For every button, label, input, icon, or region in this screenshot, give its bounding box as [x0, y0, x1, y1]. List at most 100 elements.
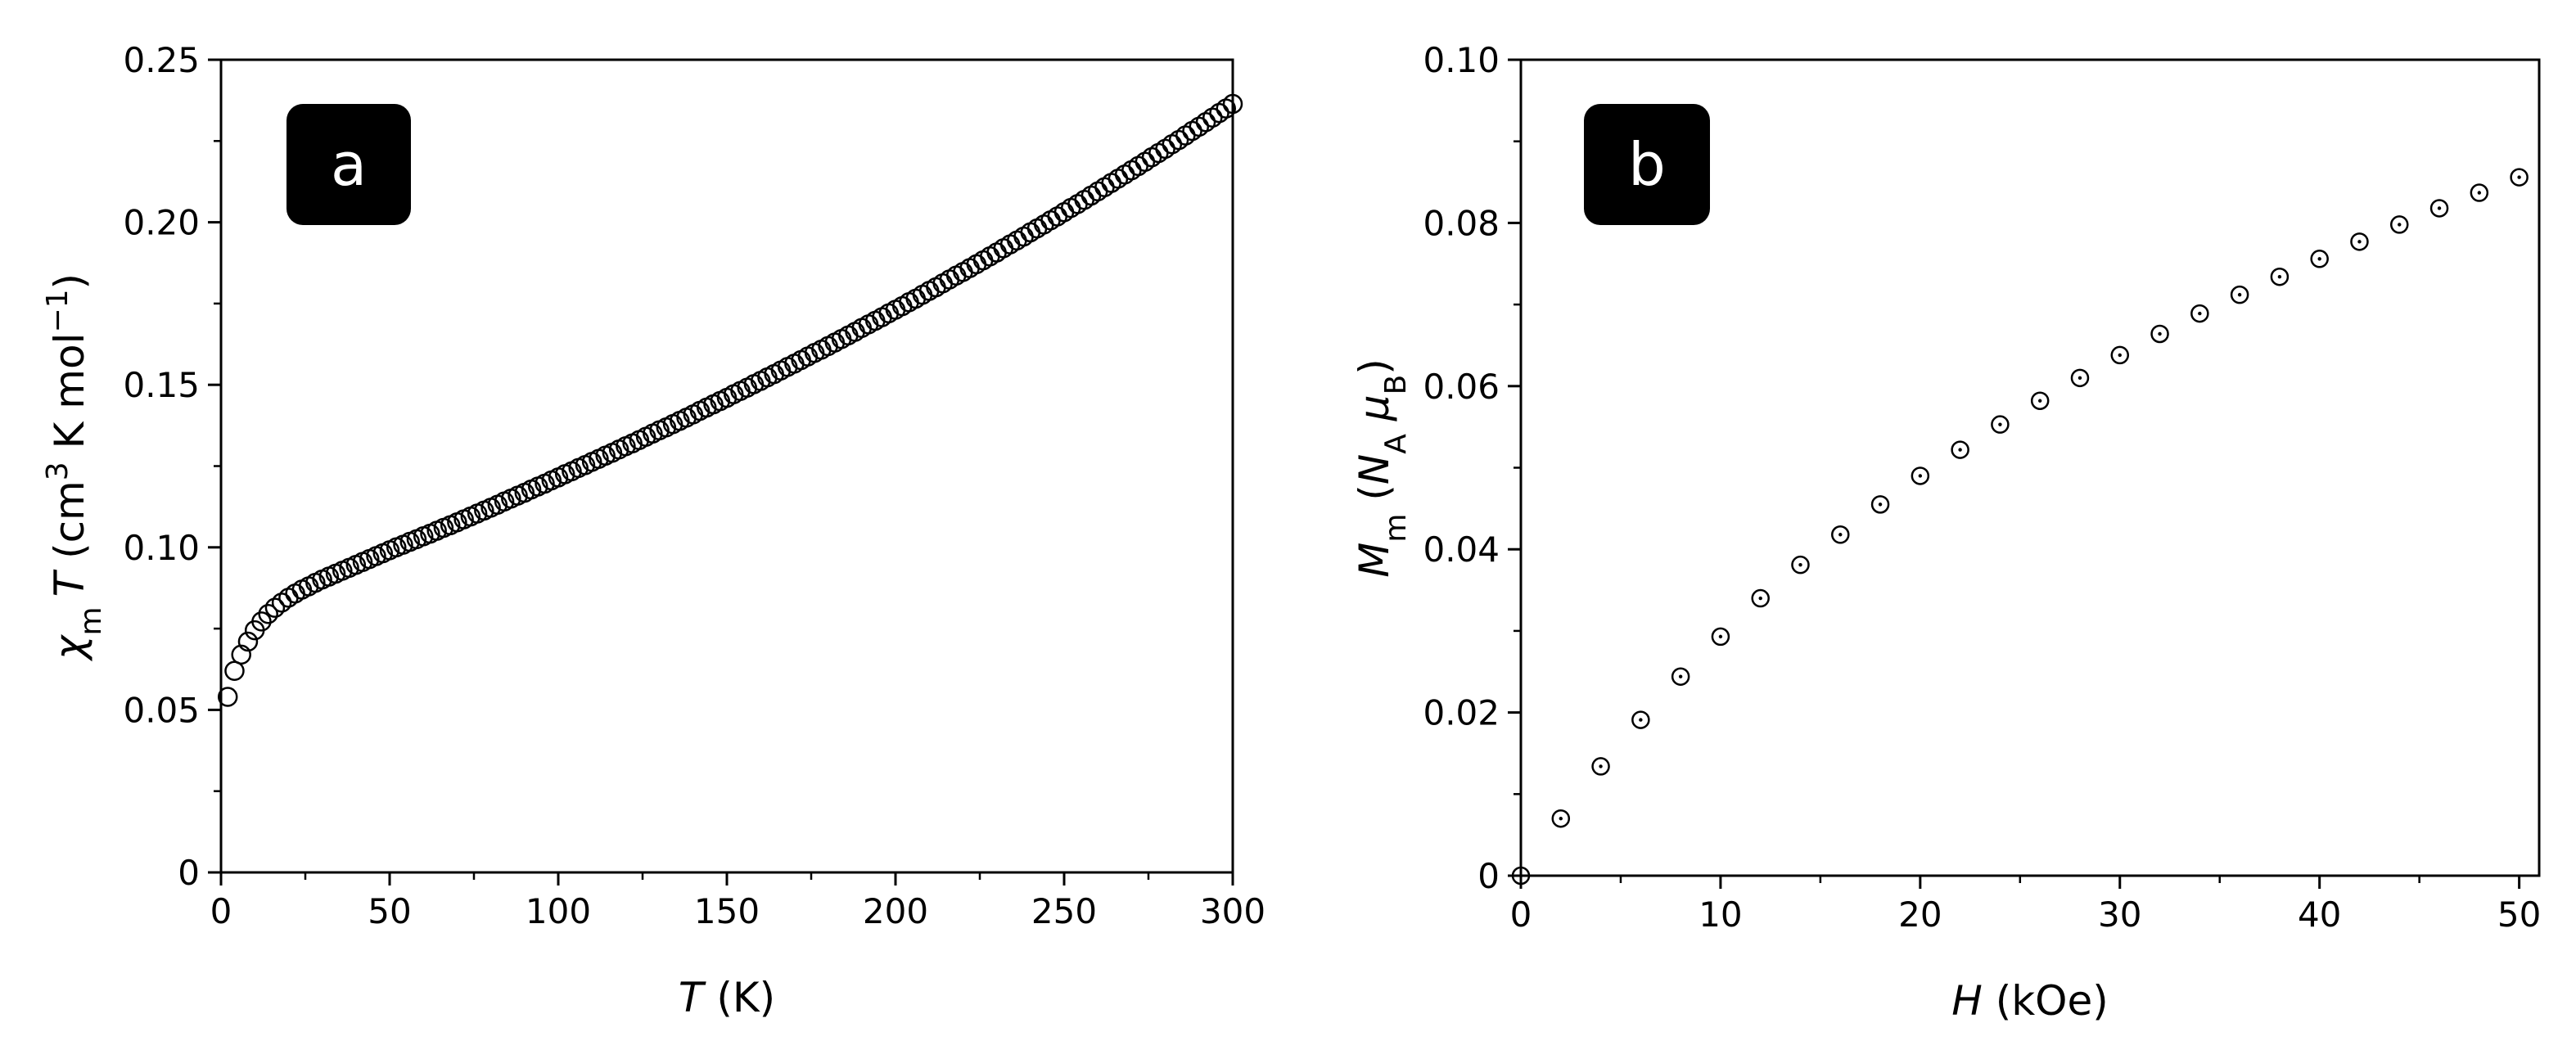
- panel-b-data-point: [2190, 304, 2209, 323]
- panel-a-data-point: [1007, 230, 1027, 251]
- panel-b-data-point: [2310, 250, 2329, 268]
- panel-b-data-point: [1631, 710, 1650, 729]
- panel-a-data-point: [1074, 189, 1094, 210]
- panel-a-data-point: [872, 307, 892, 327]
- panel-b-data-point: [1791, 555, 1810, 575]
- panel-b-data-point: [2390, 215, 2409, 234]
- panel-b-data-point: [1951, 440, 1969, 459]
- panel-a-data-point: [953, 262, 973, 282]
- panel-a-data-point: [912, 284, 933, 305]
- panel-a-data-point: [986, 242, 1007, 263]
- panel-a-data-point: [980, 246, 1000, 267]
- panel-a-label-box: a: [286, 104, 411, 225]
- panel-a-data-point: [1026, 218, 1048, 239]
- panel-a-data-point: [891, 295, 913, 317]
- panel-b-label-bg: [1584, 104, 1710, 225]
- panel-b-data-point: [2270, 267, 2290, 286]
- panel-b-y-tick-label: 0.10: [1423, 40, 1500, 80]
- panel-b-data-point: [2030, 391, 2050, 410]
- panel-b-data-point: [1551, 809, 1571, 828]
- panel-a-data-point: [959, 258, 980, 278]
- panel-a-data-point: [1148, 142, 1169, 164]
- panel-a-label-bg: [286, 104, 411, 225]
- panel-b-y-tick-label: 0: [1477, 856, 1500, 896]
- panel-a-data-point: [993, 238, 1014, 259]
- panel-a-x-axis-title: T (K): [679, 974, 775, 1021]
- panel-a-data-point: [1121, 160, 1142, 181]
- panel-a-x-tick-label: 250: [1031, 891, 1097, 931]
- panel-b-label: b: [1628, 130, 1666, 199]
- panel-b-points: [1511, 168, 2529, 886]
- panel-a-data-point: [237, 631, 259, 652]
- panel-a-x-tick-label: 150: [694, 891, 760, 931]
- panel-a-data-point: [264, 597, 286, 618]
- panel-a-data-point: [1013, 226, 1034, 247]
- panel-b-y-tick-label: 0.04: [1423, 530, 1500, 570]
- panel-a-data-point: [1108, 169, 1129, 189]
- panel-b-data-point: [1831, 525, 1850, 544]
- panel-b-x-axis-title: H (kOe): [1951, 977, 2109, 1025]
- panel-b-data-point: [1591, 757, 1610, 776]
- panel-b-data-point: [1711, 627, 1730, 647]
- panel-a-data-point: [939, 269, 960, 290]
- panel-b-data-point: [1870, 495, 1890, 514]
- panel-a-data-point: [1053, 202, 1075, 223]
- panel-a-data-point: [1087, 181, 1108, 202]
- panel-b-label-box: b: [1584, 104, 1710, 225]
- panel-b-data-point: [1911, 466, 1930, 485]
- panel-a-data-point: [217, 687, 238, 707]
- panel-a-data-point: [1080, 185, 1102, 206]
- panel-a-data-point: [972, 250, 994, 271]
- panel-a-data-point: [251, 611, 272, 632]
- panel-a-data-point: [1114, 164, 1135, 185]
- panel-a-y-tick-label: 0.25: [123, 40, 200, 80]
- panel-a-x-tick-label: 50: [368, 891, 411, 931]
- panel-a-chart: 0 50 100 150 200 250 30000.050.100.150.200.25 …: [41, 40, 1266, 1021]
- panel-a-data-point: [926, 277, 946, 298]
- panel-a-data-point: [1128, 155, 1148, 177]
- panel-b-chart: 0 10 20 30 40 50 0 0.02 0.04 0.06 0.08 0.10 b H (kO…: [1351, 40, 2541, 1025]
- panel-a-data-point: [285, 583, 305, 604]
- panel-b-data-point: [2230, 285, 2249, 304]
- panel-a-data-point: [1094, 177, 1115, 197]
- panel-a-x-tick-label: 100: [526, 891, 591, 931]
- panel-a-data-point: [845, 322, 865, 342]
- panel-b-y-tick-label: 0.06: [1423, 367, 1500, 407]
- panel-b-data-point: [2429, 199, 2449, 218]
- panel-a-y-tick-label: 0.20: [123, 203, 200, 243]
- panel-b-data-point: [2070, 368, 2090, 388]
- panel-b-x-tick-label: 50: [2497, 895, 2541, 935]
- panel-b-data-point: [1671, 667, 1690, 686]
- panel-b-x-tick-label: 20: [1898, 895, 1942, 935]
- panel-b-data-point: [2150, 324, 2169, 344]
- panel-b-x-tick-label: 0: [1510, 895, 1532, 935]
- panel-a-data-point: [1040, 210, 1061, 231]
- panel-a-data-point: [932, 273, 953, 294]
- panel-b-x-tick-label: 10: [1699, 895, 1742, 935]
- panel-b-x-tick-label: 30: [2098, 895, 2141, 935]
- panel-a-x-tick-label: 300: [1200, 891, 1265, 931]
- panel-a-ticks: 0 50 100 150 200 250 300 0 0.05 0.10 0.15 0.20 0.25: [123, 40, 1265, 931]
- panel-b-data-point: [1991, 415, 2010, 434]
- panel-a-x-tick-label: 200: [863, 891, 928, 931]
- panel-a-data-point: [1020, 222, 1041, 243]
- panel-a-data-point: [999, 234, 1021, 255]
- panel-a-data-point: [1034, 214, 1054, 235]
- panel-a-x-tick-label: 0: [210, 891, 232, 931]
- panel-a-y-tick-label: 0.10: [123, 528, 200, 568]
- panel-a-data-point: [1067, 194, 1088, 214]
- panel-a-y-tick-label: 0.05: [123, 690, 200, 730]
- panel-a-data-point: [966, 254, 987, 275]
- panel-b-y-tick-label: 0.08: [1423, 203, 1500, 243]
- panel-b-data-point: [2110, 345, 2130, 365]
- panel-b-data-point: [2470, 183, 2489, 202]
- panel-b-data-point: [1751, 588, 1770, 608]
- panel-a-y-tick-label: 0.15: [123, 365, 200, 405]
- panel-b-y-axis-title: Mm (NA μB): [1351, 358, 1413, 578]
- panel-a-label: a: [331, 130, 367, 199]
- panel-a-data-point: [271, 593, 292, 613]
- panel-b-y-tick-label: 0.02: [1423, 693, 1500, 733]
- panel-a-data-point: [905, 288, 926, 309]
- panel-a-data-point: [258, 603, 278, 624]
